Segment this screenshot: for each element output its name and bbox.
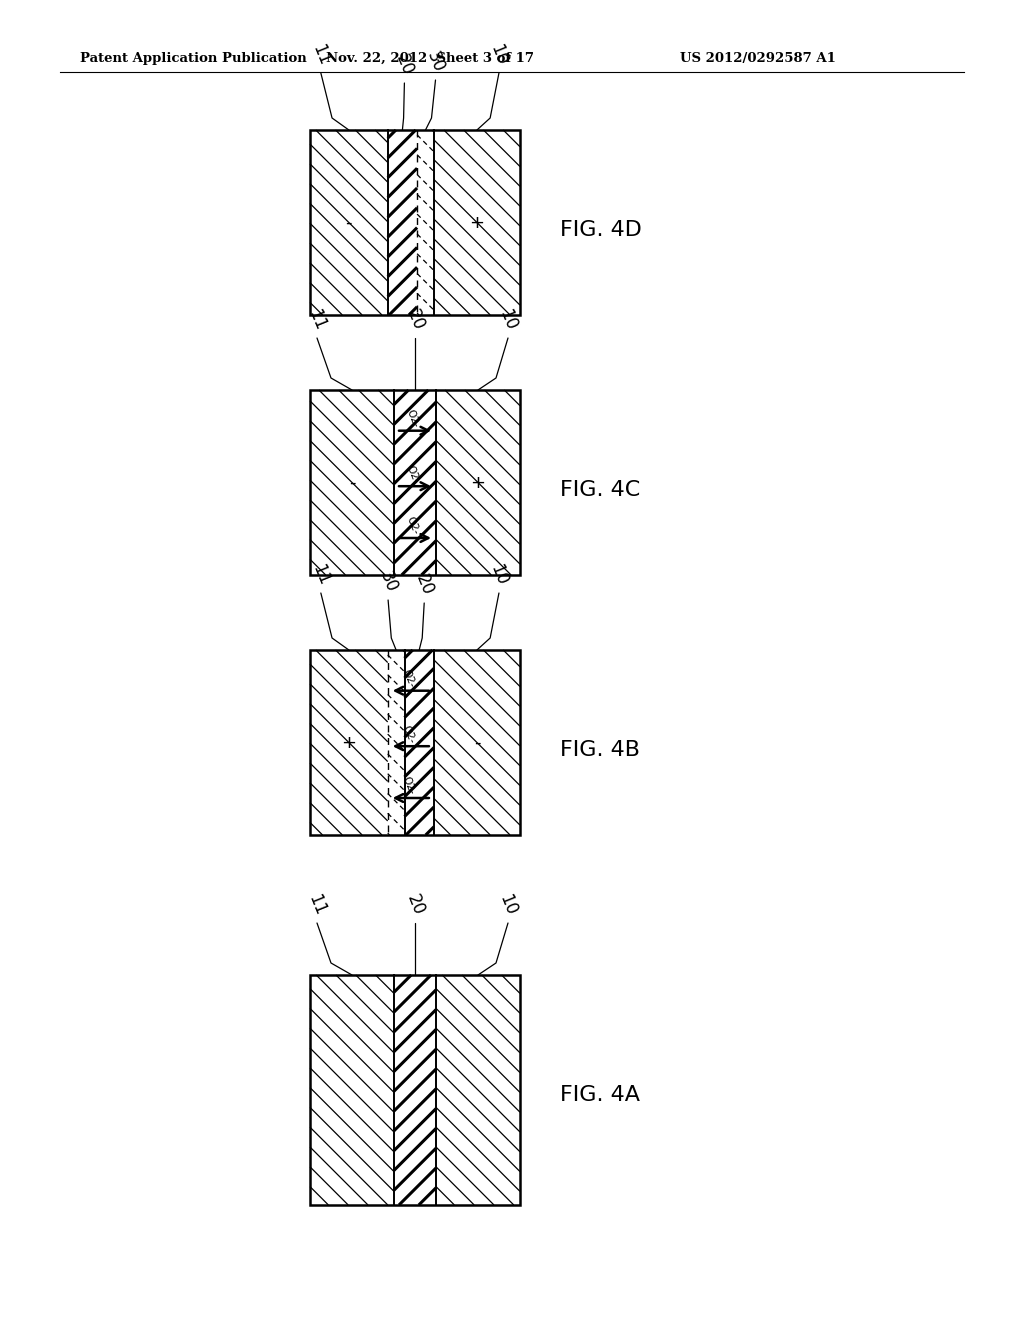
Text: 10: 10 — [486, 562, 511, 589]
Bar — [436, 389, 520, 576]
Text: O2-: O2- — [404, 408, 421, 429]
Text: FIG. 4A: FIG. 4A — [560, 1085, 640, 1105]
Bar — [394, 389, 436, 576]
Text: O2-: O2- — [400, 775, 417, 796]
Text: 30: 30 — [376, 569, 400, 595]
Bar — [434, 129, 520, 315]
Text: +: + — [341, 734, 356, 751]
Bar — [310, 389, 520, 576]
Bar — [436, 975, 520, 1205]
Bar — [417, 129, 434, 315]
Text: -: - — [349, 474, 355, 491]
Text: 30: 30 — [423, 49, 447, 75]
Text: 10: 10 — [486, 42, 511, 69]
Bar — [310, 649, 520, 836]
Text: O2-: O2- — [400, 668, 417, 689]
Text: FIG. 4C: FIG. 4C — [560, 480, 640, 500]
Text: 11: 11 — [305, 306, 330, 333]
Text: 11: 11 — [305, 892, 330, 919]
Text: 20: 20 — [402, 892, 427, 919]
Bar — [404, 649, 434, 836]
Text: O2-: O2- — [404, 463, 421, 484]
Text: 20: 20 — [402, 306, 427, 333]
Text: O2-: O2- — [400, 723, 417, 744]
Text: 10: 10 — [496, 892, 520, 919]
Text: -: - — [346, 214, 352, 231]
Bar — [388, 649, 404, 836]
Bar — [310, 129, 520, 315]
Text: US 2012/0292587 A1: US 2012/0292587 A1 — [680, 51, 836, 65]
Bar — [310, 975, 520, 1205]
Text: -: - — [474, 734, 480, 751]
Text: 20: 20 — [412, 572, 436, 598]
Text: Patent Application Publication: Patent Application Publication — [80, 51, 307, 65]
Text: FIG. 4B: FIG. 4B — [560, 741, 640, 760]
Text: +: + — [470, 474, 485, 491]
Bar — [394, 975, 436, 1205]
Text: +: + — [469, 214, 484, 231]
Bar — [310, 389, 394, 576]
Text: 11: 11 — [308, 42, 333, 69]
Text: Nov. 22, 2012  Sheet 3 of 17: Nov. 22, 2012 Sheet 3 of 17 — [326, 51, 534, 65]
Text: O2-: O2- — [404, 516, 421, 536]
Text: 20: 20 — [392, 51, 417, 78]
Bar — [310, 129, 388, 315]
Bar — [388, 129, 417, 315]
Bar — [434, 649, 520, 836]
Text: 10: 10 — [496, 306, 520, 333]
Text: 11: 11 — [308, 562, 333, 589]
Text: FIG. 4D: FIG. 4D — [560, 220, 642, 240]
Bar — [310, 975, 394, 1205]
Bar — [310, 649, 388, 836]
